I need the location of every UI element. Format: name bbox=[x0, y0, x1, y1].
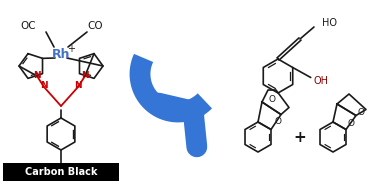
Text: +: + bbox=[67, 44, 75, 54]
Text: OH: OH bbox=[314, 75, 329, 86]
Text: N: N bbox=[74, 82, 82, 91]
Text: O: O bbox=[268, 95, 276, 103]
Text: O: O bbox=[274, 117, 282, 126]
Text: O: O bbox=[358, 108, 364, 117]
Text: N: N bbox=[40, 82, 48, 91]
Text: O: O bbox=[347, 119, 355, 128]
Text: N: N bbox=[81, 70, 89, 79]
Text: +: + bbox=[294, 130, 307, 144]
Text: Rh: Rh bbox=[52, 47, 70, 61]
Text: N: N bbox=[33, 70, 41, 79]
Bar bbox=[3, 163, 119, 181]
Text: CO: CO bbox=[87, 21, 103, 31]
Text: Carbon Black: Carbon Black bbox=[25, 167, 97, 177]
Text: OC: OC bbox=[20, 21, 36, 31]
Text: HO: HO bbox=[322, 18, 337, 28]
